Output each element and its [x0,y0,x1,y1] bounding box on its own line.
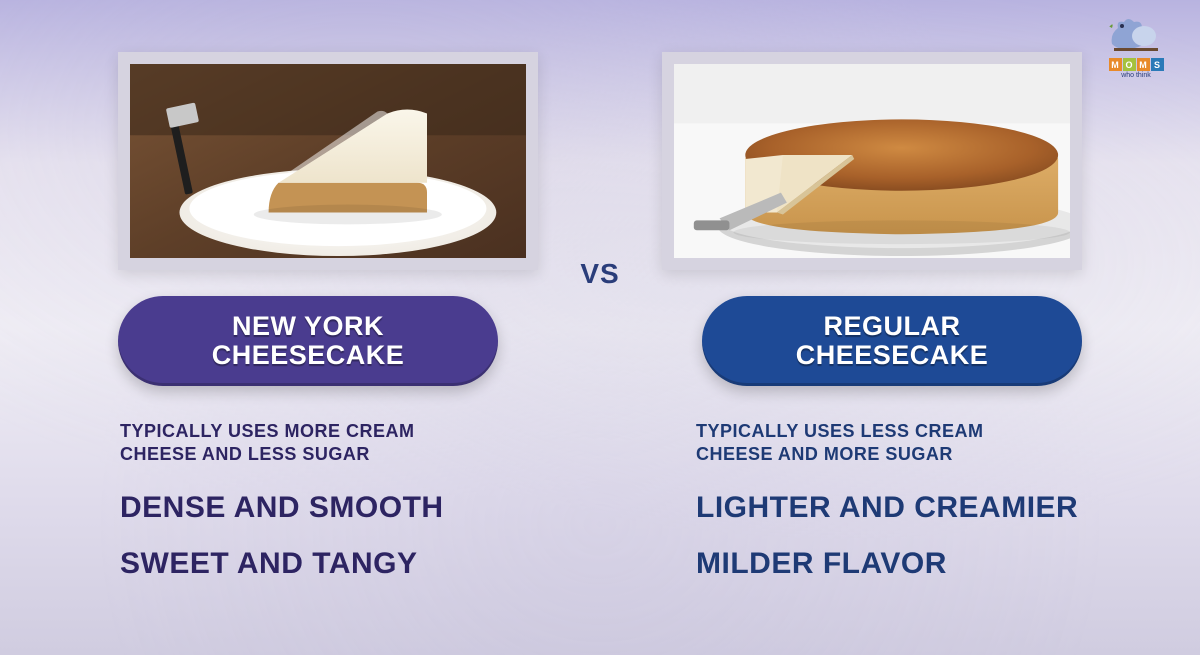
left-title-line2: CHEESECAKE [148,341,468,370]
right-fact-2: MILDER FLAVOR [696,547,1082,581]
bird-icon [1108,14,1164,56]
right-title-line1: REGULAR [732,312,1052,341]
brand-logo: M O M S who think [1094,14,1178,98]
right-photo-frame [662,52,1082,270]
left-photo-frame [118,52,538,270]
left-fact-2: SWEET AND TANGY [120,547,538,581]
left-facts: TYPICALLY USES MORE CREAM CHEESE AND LES… [118,420,538,603]
left-column: NEW YORK CHEESECAKE TYPICALLY USES MORE … [118,52,538,603]
right-column: REGULAR CHEESECAKE TYPICALLY USES LESS C… [662,52,1082,603]
logo-letter: O [1123,58,1136,71]
right-facts: TYPICALLY USES LESS CREAM CHEESE AND MOR… [662,420,1082,603]
regular-cheesecake-photo [674,64,1070,258]
left-fact-1: DENSE AND SMOOTH [120,491,538,525]
left-title-line1: NEW YORK [148,312,468,341]
right-fact-1: LIGHTER AND CREAMIER [696,491,1082,525]
logo-letter: M [1137,58,1150,71]
logo-letter: M [1109,58,1122,71]
right-title-pill: REGULAR CHEESECAKE [702,296,1082,386]
brand-name: M O M S [1109,58,1164,71]
comparison-container: NEW YORK CHEESECAKE TYPICALLY USES MORE … [118,52,1082,603]
ny-cheesecake-photo [130,64,526,258]
right-title-line2: CHEESECAKE [732,341,1052,370]
brand-tagline: who think [1121,72,1151,79]
logo-letter: S [1151,58,1164,71]
left-title-pill: NEW YORK CHEESECAKE [118,296,498,386]
left-fact-desc: TYPICALLY USES MORE CREAM CHEESE AND LES… [120,420,480,465]
right-fact-desc: TYPICALLY USES LESS CREAM CHEESE AND MOR… [696,420,1056,465]
